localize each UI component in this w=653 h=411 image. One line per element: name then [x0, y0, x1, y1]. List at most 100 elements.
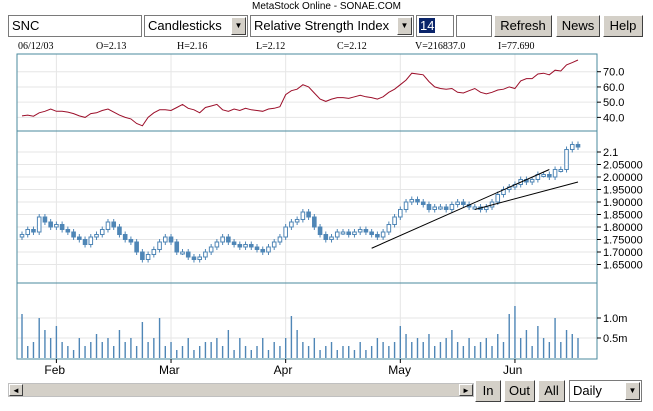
chart-style-select[interactable]: Candlesticks ▼ — [144, 15, 248, 37]
candle-body — [363, 229, 369, 233]
volume-bar — [290, 316, 293, 358]
candlestick — [552, 166, 558, 180]
volume-bar — [336, 350, 338, 358]
candle-body — [157, 241, 162, 250]
zoom-out-button[interactable]: Out — [504, 380, 535, 402]
interval-select[interactable]: Daily ▼ — [569, 380, 642, 402]
candlestick — [145, 251, 151, 263]
volume-series — [21, 306, 579, 358]
candle-body — [197, 256, 202, 260]
candlestick — [558, 166, 564, 173]
refresh-button[interactable]: Refresh — [494, 15, 552, 37]
candlestick — [564, 146, 569, 173]
volume-bar — [514, 306, 516, 358]
volume-bar — [296, 330, 298, 358]
chevron-down-icon[interactable]: ▼ — [625, 382, 640, 400]
candle-body — [48, 221, 53, 228]
candle-body — [71, 231, 76, 238]
panel-frame — [16, 130, 598, 284]
volume-bar — [330, 342, 333, 358]
symbol-input[interactable]: SNC — [8, 15, 142, 37]
rsi-tick-label: 50.0 — [603, 97, 624, 109]
candlestick — [432, 204, 438, 213]
volume-bar — [571, 334, 573, 358]
volume-bar — [158, 318, 161, 358]
candlestick — [65, 226, 71, 235]
volume-bar — [187, 338, 189, 358]
zoom-in-button[interactable]: In — [475, 380, 501, 402]
period-value: 14 — [419, 18, 436, 33]
volume-bar — [554, 318, 556, 358]
volume-bar — [565, 330, 568, 358]
candle-body — [271, 241, 277, 248]
candle-body — [134, 241, 139, 253]
horizontal-scrollbar[interactable]: ◄ ► — [8, 383, 474, 397]
quote-high: H=2.16 — [177, 41, 208, 52]
volume-bar — [428, 334, 430, 358]
volume-bar — [359, 342, 361, 358]
trendline — [474, 181, 579, 210]
candlestick — [283, 224, 288, 240]
price-tick-label: 2.00000 — [603, 172, 643, 184]
candle-body — [248, 244, 254, 248]
chevron-down-icon[interactable]: ▼ — [231, 17, 246, 35]
volume-bar — [135, 346, 138, 358]
volume-bar — [153, 338, 155, 358]
volume-bar — [221, 346, 224, 358]
candlestick — [449, 201, 455, 213]
extra-input[interactable] — [456, 15, 492, 37]
volume-bar — [210, 342, 212, 358]
candle-body — [231, 241, 237, 245]
candle-body — [312, 216, 317, 228]
scroll-left-button[interactable]: ◄ — [9, 384, 23, 396]
volume-bar — [176, 350, 178, 358]
volume-tick-label: 1.0m — [603, 313, 627, 325]
candlestick — [317, 224, 323, 238]
help-button[interactable]: Help — [603, 15, 643, 37]
volume-bar — [147, 342, 149, 358]
candle-body — [203, 251, 208, 258]
indicator-select[interactable]: Relative Strength Index ▼ — [250, 15, 414, 37]
candlestick — [426, 201, 432, 213]
candle-body — [99, 229, 105, 235]
candlestick — [36, 214, 42, 235]
volume-bar — [342, 346, 344, 358]
volume-bar — [239, 338, 241, 358]
volume-tick-label: 0.5m — [603, 333, 627, 345]
candlestick — [197, 254, 202, 263]
volume-bar — [525, 330, 528, 358]
candle-body — [455, 201, 460, 205]
candlestick — [483, 204, 489, 213]
period-input[interactable]: 14 — [416, 15, 454, 37]
candle-body — [575, 144, 581, 148]
news-button[interactable]: News — [556, 15, 600, 37]
quote-date: 06/12/03 — [18, 41, 54, 52]
candle-body — [392, 216, 397, 225]
candle-body — [88, 236, 94, 245]
chevron-down-icon[interactable]: ▼ — [397, 17, 412, 35]
candlestick — [260, 246, 266, 255]
x-tick-label: Apr — [274, 363, 293, 377]
volume-bar — [44, 330, 46, 358]
candle-body — [266, 246, 271, 253]
volume-bar — [107, 338, 109, 358]
candlestick — [329, 234, 334, 243]
volume-bar — [370, 346, 373, 358]
scroll-right-button[interactable]: ► — [459, 384, 473, 396]
volume-bar — [462, 346, 465, 358]
volume-bar — [262, 338, 264, 358]
candle-body — [438, 206, 443, 210]
volume-bar — [348, 346, 350, 358]
x-tick-label: Mar — [159, 363, 180, 377]
volume-bar — [204, 342, 207, 358]
stock-chart[interactable]: 70.0 60.0 50.0 40.0 2.12.050002.000001.9500… — [0, 0, 653, 378]
candle-body — [334, 231, 340, 238]
candle-body — [541, 174, 546, 177]
x-tick-label: Feb — [44, 363, 65, 377]
zoom-all-button[interactable]: All — [538, 380, 565, 402]
candle-body — [449, 204, 455, 210]
candle-body — [237, 244, 243, 248]
candlestick — [88, 234, 94, 248]
panel-frame — [16, 53, 598, 132]
price-tick-label: 1.70000 — [603, 247, 643, 259]
